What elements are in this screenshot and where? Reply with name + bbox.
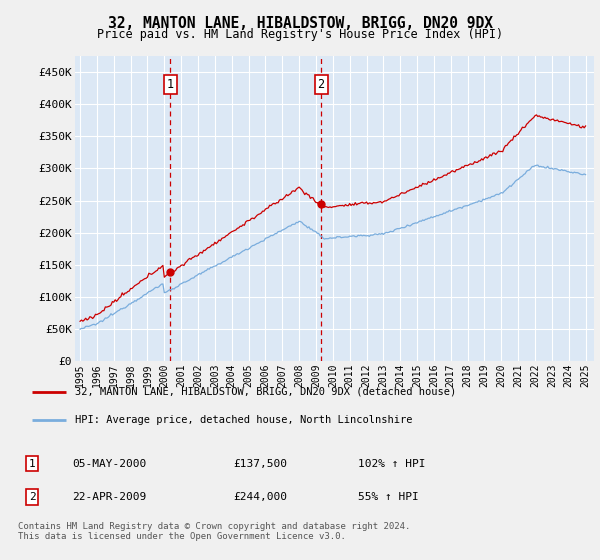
Text: 32, MANTON LANE, HIBALDSTOW, BRIGG, DN20 9DX (detached house): 32, MANTON LANE, HIBALDSTOW, BRIGG, DN20… (75, 386, 456, 396)
Text: 2: 2 (29, 492, 35, 502)
Text: 1: 1 (29, 459, 35, 469)
Text: 1: 1 (167, 78, 174, 91)
Text: £137,500: £137,500 (233, 459, 287, 469)
Text: HPI: Average price, detached house, North Lincolnshire: HPI: Average price, detached house, Nort… (75, 415, 412, 425)
Text: 102% ↑ HPI: 102% ↑ HPI (358, 459, 426, 469)
Text: Contains HM Land Registry data © Crown copyright and database right 2024.
This d: Contains HM Land Registry data © Crown c… (18, 522, 410, 542)
Text: 2: 2 (317, 78, 325, 91)
Text: 32, MANTON LANE, HIBALDSTOW, BRIGG, DN20 9DX: 32, MANTON LANE, HIBALDSTOW, BRIGG, DN20… (107, 16, 493, 31)
Text: 55% ↑ HPI: 55% ↑ HPI (358, 492, 419, 502)
Text: Price paid vs. HM Land Registry's House Price Index (HPI): Price paid vs. HM Land Registry's House … (97, 28, 503, 41)
Text: £244,000: £244,000 (233, 492, 287, 502)
Text: 05-MAY-2000: 05-MAY-2000 (72, 459, 146, 469)
Text: 22-APR-2009: 22-APR-2009 (72, 492, 146, 502)
